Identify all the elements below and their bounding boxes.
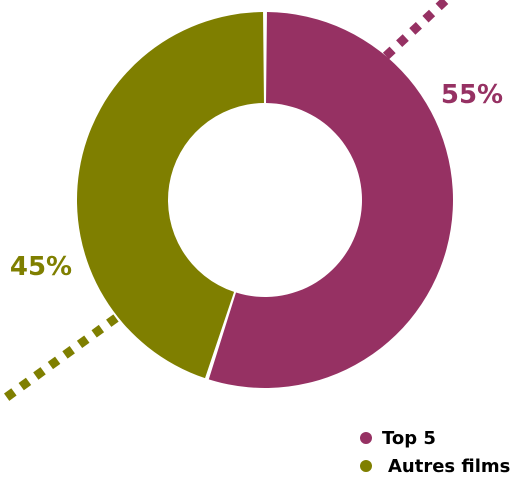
legend-swatch-autres-films bbox=[360, 460, 372, 472]
legend-label-autres-films: Autres films bbox=[388, 455, 511, 477]
slice-label-autres-films: 45% bbox=[10, 252, 72, 282]
slice-label-top-5: 55% bbox=[441, 80, 503, 110]
legend: Top 5 Autres films bbox=[360, 424, 510, 480]
slice-labels: 55% 45% bbox=[10, 80, 503, 282]
slice-top-5 bbox=[208, 12, 454, 389]
donut-slices bbox=[77, 12, 454, 389]
leader-line-autres-films bbox=[0, 314, 119, 406]
leader-lines bbox=[0, 0, 450, 406]
legend-label-top5: Top 5 bbox=[382, 427, 436, 449]
slice-autres-films bbox=[77, 12, 264, 379]
legend-item-top5: Top 5 bbox=[360, 424, 510, 452]
leader-line-top-5 bbox=[382, 0, 450, 60]
legend-item-autres-films: Autres films bbox=[360, 452, 510, 480]
legend-swatch-top5 bbox=[360, 432, 372, 444]
